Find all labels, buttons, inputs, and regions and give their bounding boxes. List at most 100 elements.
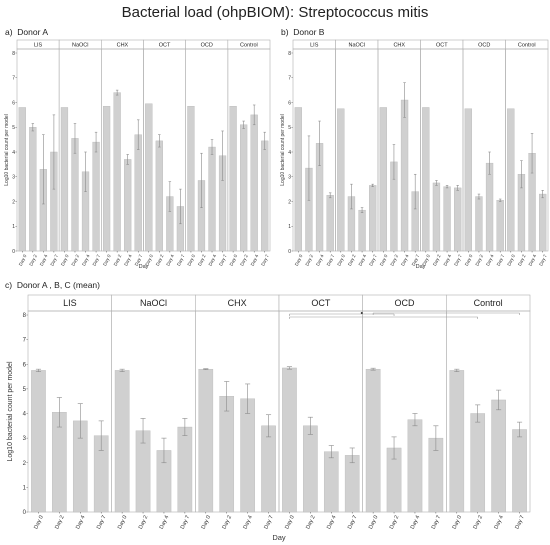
panel-c-bar [177,426,193,513]
panel-c-facet-label: CHX [228,298,247,308]
panel-a-xtick-label: Day 0 [144,253,154,266]
panel-b-bar [475,196,483,252]
panel-a-ytick-label: 3 [12,175,15,181]
panel-c-xtick-label: Day 4 [242,515,254,531]
panel-c-bar [31,370,46,513]
panel-a-bar [60,107,69,252]
panel-b-xtick-label: Day 0 [421,253,431,266]
panel-b-facet-frame [505,48,549,252]
panel-b-xtick-label: Day 2 [475,253,485,266]
panel-b-xtick-label: Day 4 [315,253,325,266]
panel-a-facet-label: OCT [159,42,171,48]
panel-b-bar [358,209,366,252]
panel-b-bar [539,193,547,252]
panel-c-facet-label: Control [474,298,503,308]
panel-a-bar [71,138,79,252]
panel-a-ytick-label: 6 [12,100,15,106]
panel-c-ytick-label: 1 [23,485,27,491]
panel-c-letter: c) [5,280,13,290]
panel-b-ytick-label: 7 [288,76,291,82]
panel-c-xtick-label: Day 0 [452,515,464,531]
panel-b-ytick-label: 2 [288,199,291,205]
panel-b-ytick-label: 0 [288,249,291,255]
panel-a-bar [29,127,37,252]
panel-a-xtick-label: Day 2 [197,253,207,266]
panel-b-bar [485,162,494,252]
panel-a-ytick-label: 2 [12,199,15,205]
panel-b-xtick-label: Day 7 [411,253,421,266]
panel-b-facet-label: LIS [310,42,319,48]
panel-a-xtick-label: Day 7 [92,253,102,266]
panel-c-ytick-label: 6 [23,362,27,368]
panel-b-xtick-label: Day 0 [506,253,516,266]
panel-c-facet-frame [446,310,531,513]
panel-a-xtick-label: Day 2 [71,253,81,266]
panel-c-xtick-label: Day 2 [138,515,150,531]
panel-b-xtick-label: Day 0 [464,253,474,266]
panel-c-xtick-label: Day 4 [75,515,87,531]
panel-b-facet-label: NaOCl [348,42,365,48]
panel-a-bar [229,106,237,252]
figure-title: Bacterial load (ohpBIOM): Streptococcus … [121,4,429,21]
panel-c-xtick-label: Day 4 [326,515,338,531]
panel-b-facet-label: CHX [393,42,405,48]
panel-c-xtick-label: Day 2 [222,515,234,531]
panel-a-ytick-label: 0 [12,249,15,255]
panel-c-facet-label: OCD [395,298,416,308]
panel-a-bar [124,159,132,252]
panel-a-bar [113,92,121,252]
panel-a-xtick-label: Day 7 [49,253,59,266]
panel-c-xtick-label: Day 0 [368,515,380,531]
panel-b-ytick-label: 1 [288,224,291,230]
panel-a-bar [208,146,216,252]
panel-c-xtick-label: Day 0 [33,515,45,531]
panel-a-xtick-label: Day 7 [218,253,228,266]
panel-b-xlabel: Day [416,264,426,270]
panel-c-bar [323,451,339,513]
panel-a-xtick-label: Day 4 [39,253,49,266]
panel-b-xtick-label: Day 7 [326,253,336,266]
panel-c-ylabel: Log10 bacterial count per model [7,361,14,461]
panel-a-bar [187,106,195,252]
panel-a-xtick-label: Day 0 [102,253,112,266]
panel-c-ytick-label: 4 [23,412,27,418]
panel-b-xtick-label: Day 4 [528,253,538,266]
panel-c-facet-label: OCT [311,298,331,308]
panel-b-xtick-label: Day 4 [400,253,410,266]
panel-a-letter: a) [5,27,13,37]
panel-b-xtick-label: Day 2 [432,253,442,266]
panel-a-xlabel: Day [139,264,149,270]
panel-c-ytick-label: 0 [23,510,27,516]
panel-b-bar [507,108,515,252]
panel-a-bar [261,140,269,252]
panel-b-ytick-label: 4 [288,150,291,156]
panel-b-letter: b) [281,27,289,37]
panel-b-ytick-label: 5 [288,125,291,131]
panel-a-facet-label: CHX [117,42,129,48]
panel-b-xtick-label: Day 0 [336,253,346,266]
panel-c-ytick-label: 5 [23,387,27,393]
panel-a-facet-label: OCD [201,42,213,48]
panel-c-xtick-label: Day 2 [389,515,401,531]
panel-b-ytick-label: 3 [288,175,291,181]
panel-a-ylabel: Log10 bacterial count per model [4,114,10,185]
panel-c-ytick-label: 3 [23,436,27,442]
panel-c-xtick-label: Day 4 [410,515,422,531]
panel-c-xtick-label: Day 7 [431,515,443,531]
panel-a-xtick-label: Day 0 [187,253,197,266]
panel-b-xtick-label: Day 2 [517,253,527,266]
panel-c-facet-label: NaOCl [140,298,167,308]
panel-b-xtick-label: Day 7 [368,253,378,266]
panel-b-xtick-label: Day 7 [496,253,506,266]
panel-b-bar [443,186,451,252]
panel-a-ytick-label: 7 [12,76,15,82]
panel-a-bar [134,134,142,252]
panel-a-ytick-label: 4 [12,150,15,156]
panel-c-bar [303,425,318,513]
panel-b-bar [326,195,334,252]
panel-a-bar [155,140,163,252]
panel-c-bar [282,367,297,513]
panel-a-xtick-label: Day 2 [155,253,165,266]
panel-a-xtick-label: Day 7 [260,253,270,266]
